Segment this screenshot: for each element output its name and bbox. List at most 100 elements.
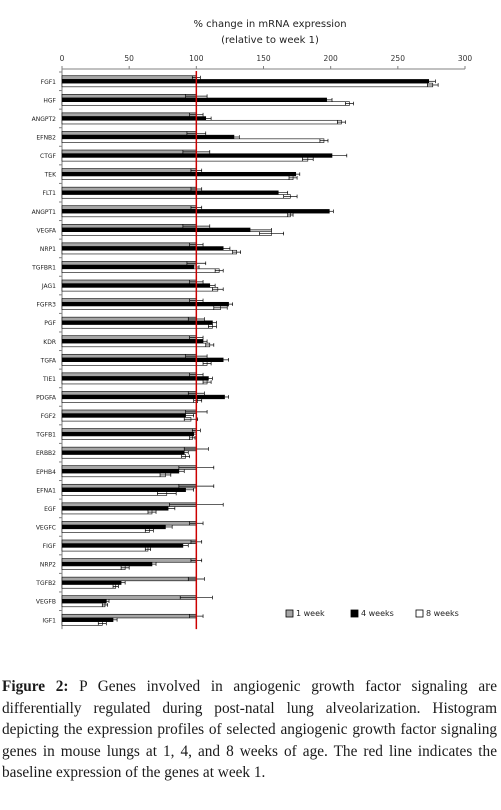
chart-subtitle: (relative to week 1) (221, 35, 319, 46)
x-tick-label: 200 (324, 54, 339, 63)
bar (61, 205, 197, 210)
bar (61, 116, 207, 121)
bar (61, 149, 197, 155)
category-label: CTGF (40, 153, 57, 160)
bar (61, 320, 213, 325)
bar (61, 97, 327, 103)
bars-group (61, 71, 439, 630)
bar (61, 134, 235, 140)
bar (61, 131, 197, 136)
category-label: FLT1 (43, 190, 57, 197)
bar (61, 561, 153, 567)
category-label: TIE1 (42, 376, 56, 383)
legend-swatch (350, 609, 359, 618)
category-label: VEGFA (36, 227, 56, 234)
category-label: IGF1 (42, 617, 56, 624)
bar (61, 242, 197, 247)
bar (61, 324, 213, 329)
bar (61, 435, 193, 440)
category-label: PDGFA (36, 394, 57, 401)
bar (61, 621, 103, 626)
bar (61, 249, 237, 255)
bar (61, 175, 294, 180)
legend-label: 1 week (296, 609, 325, 618)
legend-label: 8 weeks (426, 609, 459, 618)
x-tick-label: 250 (391, 54, 406, 63)
bar (61, 379, 208, 385)
bar (61, 287, 219, 292)
bar (61, 413, 186, 418)
category-labels: FGF1 HGF ANGPT2 EFNB2 CTGF TEK FLT1 ANGPT1 VEGFA… (31, 71, 62, 624)
category-label: NRP2 (40, 562, 56, 569)
category-label: EGF (44, 506, 56, 513)
bar (61, 168, 197, 173)
legend-label: 4 weeks (361, 609, 394, 618)
bar (61, 431, 194, 437)
bar (61, 264, 194, 270)
bar (61, 279, 197, 285)
bar (61, 521, 197, 526)
bar (61, 119, 342, 125)
bar (61, 506, 169, 511)
category-label: TGFB2 (35, 580, 56, 587)
bar (61, 301, 229, 307)
bar (61, 246, 224, 251)
category-label: ERBB2 (36, 450, 56, 457)
legend: 1 week 4 weeks 8 weeks (285, 609, 459, 618)
caption-label: Figure 2: (2, 678, 69, 695)
bar (61, 75, 197, 80)
bar (61, 558, 197, 563)
bar (61, 450, 185, 455)
bar (61, 372, 197, 377)
category-label: VEGFC (36, 524, 56, 531)
x-tick-label: 150 (256, 54, 271, 63)
bar (61, 316, 197, 322)
category-label: VEGFB (36, 599, 56, 606)
category-label: KDR (43, 339, 56, 346)
bar (61, 491, 168, 496)
bar (61, 82, 434, 88)
bar (61, 194, 291, 199)
category-label: ANGPT1 (32, 209, 57, 216)
bar (61, 376, 209, 381)
figure-caption: Figure 2: P Genes involved in angiogenic… (2, 676, 497, 784)
category-label: PGF (44, 320, 56, 327)
category-label: EFNA1 (36, 487, 56, 494)
bar (61, 335, 197, 340)
bar (61, 227, 251, 232)
category-label: EFNB2 (36, 134, 56, 141)
bar (61, 101, 350, 106)
bar (61, 547, 149, 552)
bar (61, 261, 197, 266)
bar (61, 580, 122, 585)
x-tick-label: 300 (458, 54, 473, 63)
x-tick-label: 50 (124, 54, 134, 63)
bar (61, 157, 309, 162)
category-label: FGF1 (41, 79, 57, 86)
bar (61, 509, 153, 515)
bar (61, 576, 197, 582)
bar (61, 79, 430, 84)
category-label: FGF2 (41, 413, 57, 420)
category-label: TGFBR1 (31, 264, 56, 271)
caption-text: P Genes involved in angiogenic growth fa… (2, 678, 497, 782)
bar (61, 602, 106, 608)
angiogenic-gene-bar-chart: % change in mRNA expression (relative to… (31, 19, 473, 630)
bar (61, 428, 197, 433)
bar (61, 584, 117, 589)
bar (61, 138, 325, 143)
bar (61, 112, 197, 117)
bar (61, 283, 211, 288)
bar (61, 398, 198, 403)
bar (61, 483, 197, 489)
bar (61, 190, 279, 195)
category-label: EPHB4 (36, 469, 56, 476)
category-label: FIGF (43, 543, 57, 550)
bar (61, 394, 225, 400)
bar (61, 339, 204, 344)
legend-swatch (415, 609, 424, 618)
bar (61, 487, 186, 492)
category-label: FGFR3 (36, 302, 56, 309)
category-label: ANGPT2 (32, 116, 57, 123)
x-tick-label: 100 (189, 54, 204, 63)
